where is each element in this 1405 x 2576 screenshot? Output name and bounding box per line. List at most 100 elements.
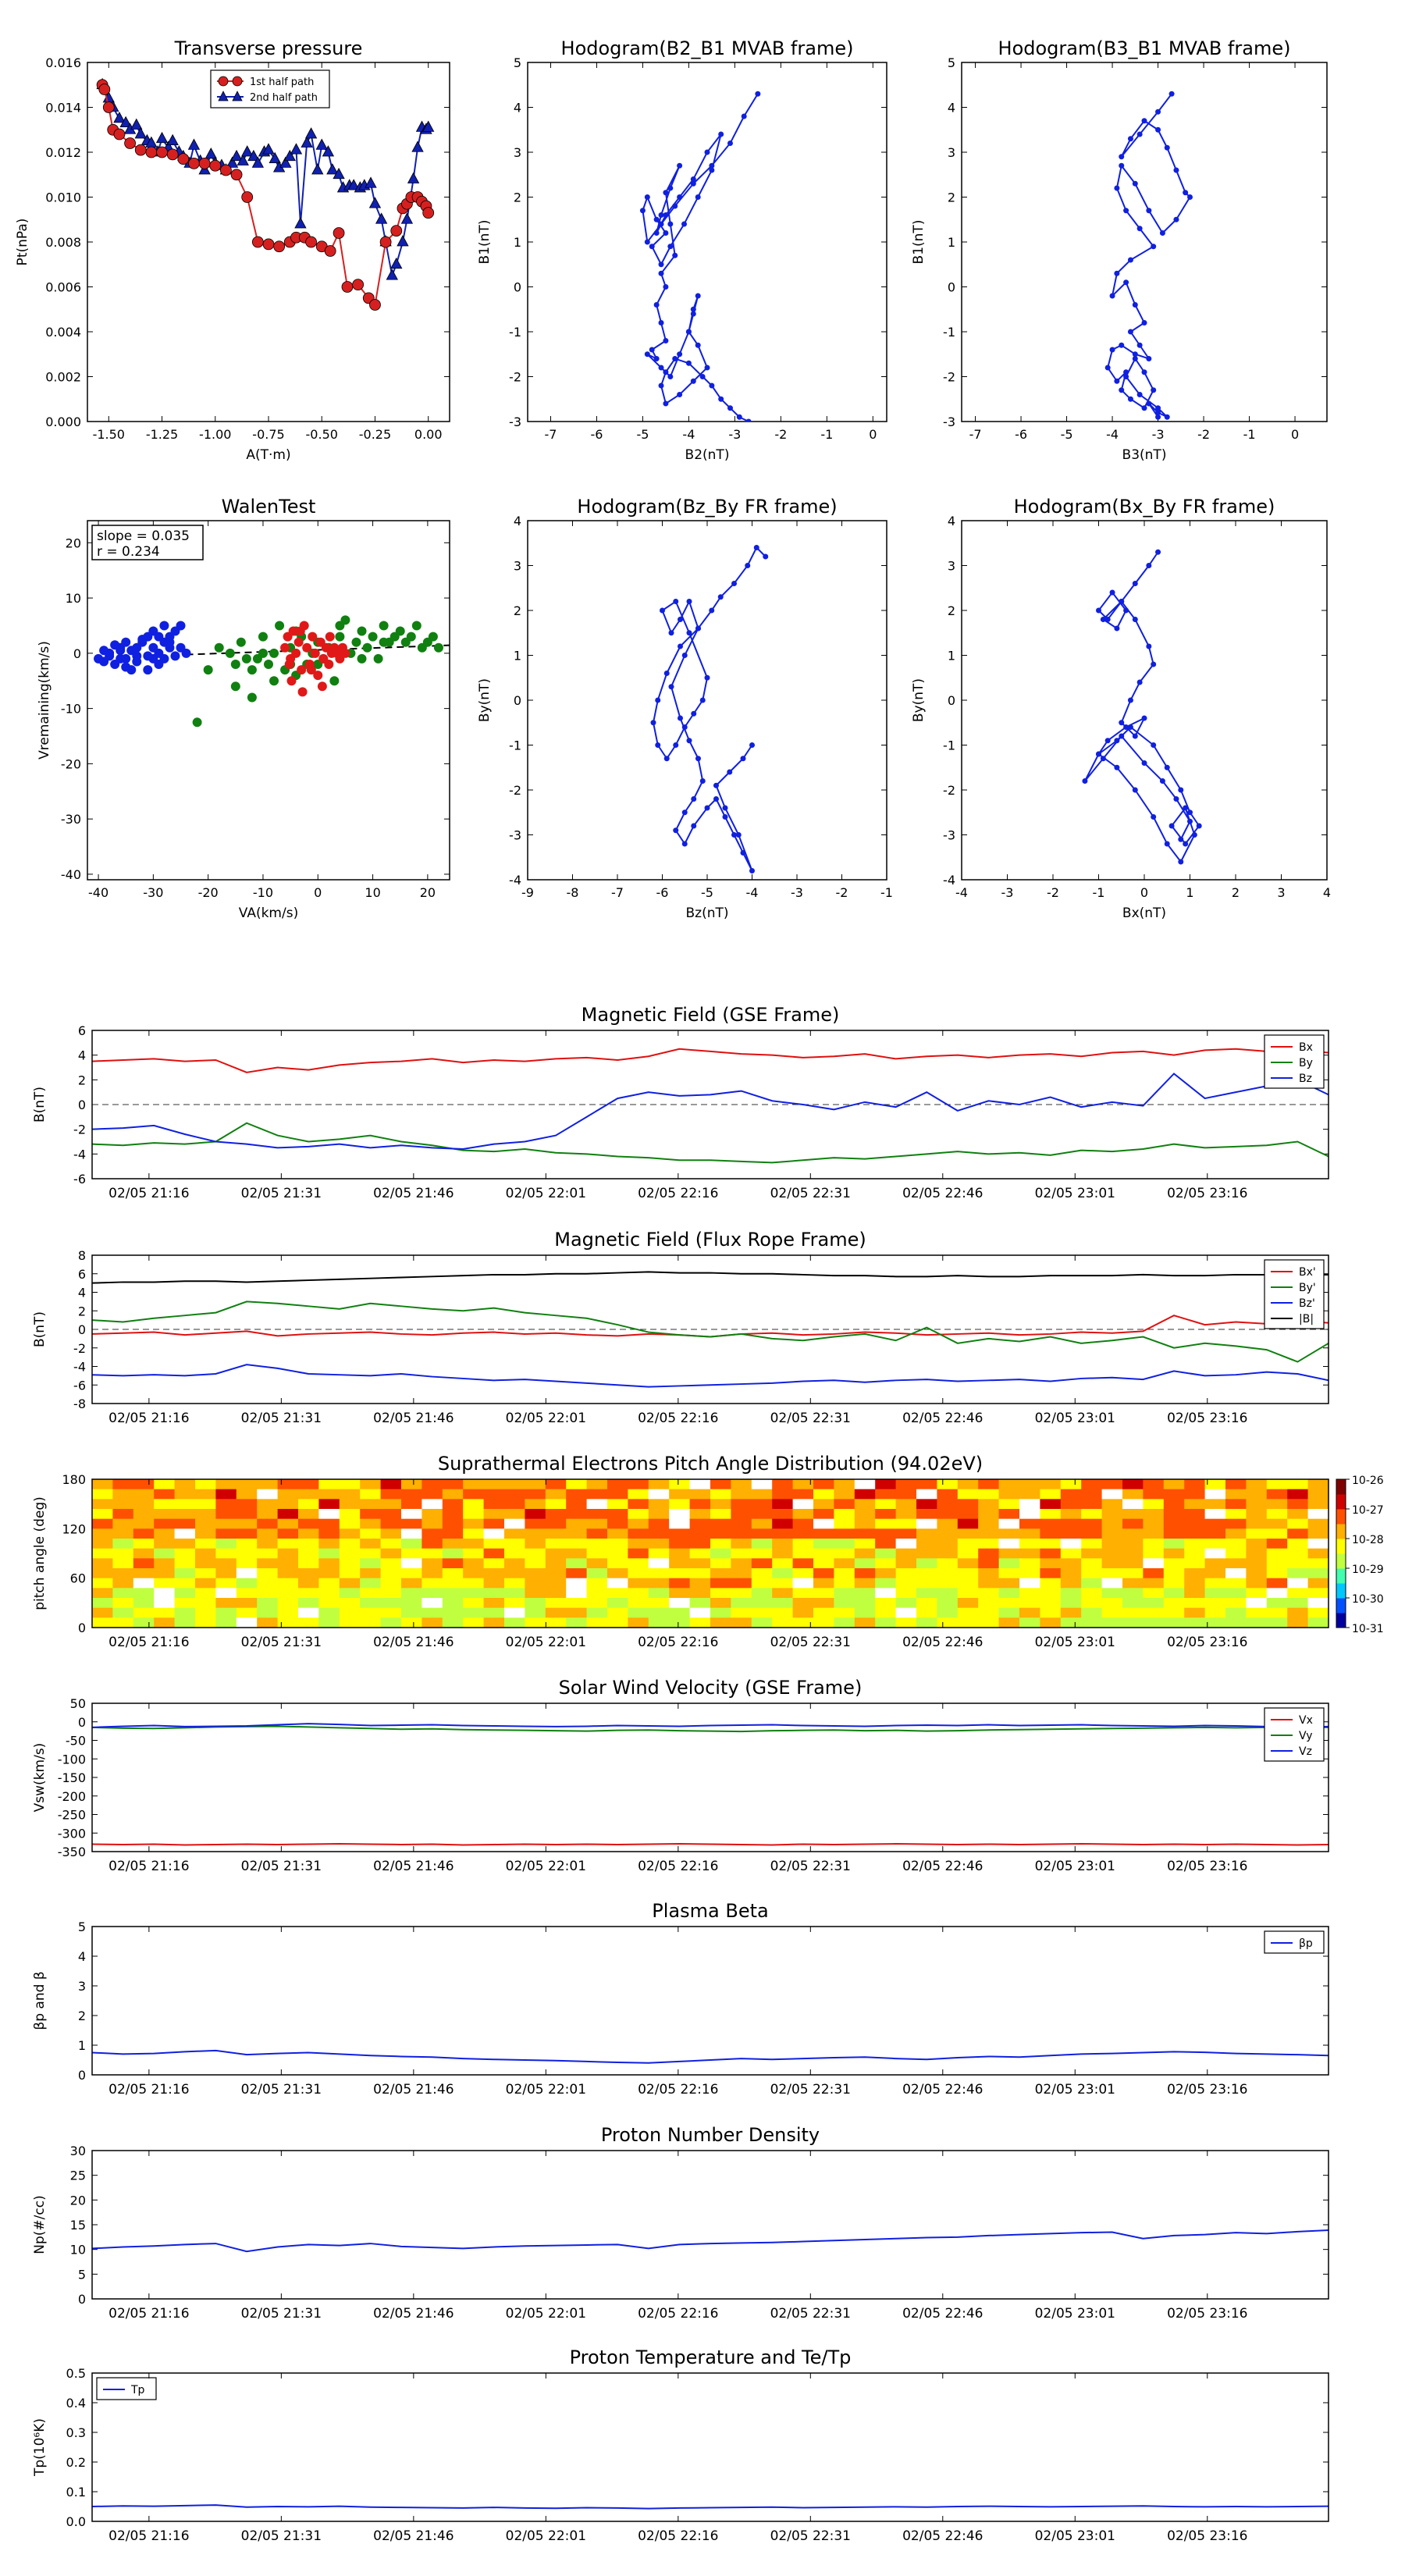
heatmap-cell — [277, 1558, 299, 1569]
heatmap-cell — [112, 1518, 134, 1529]
heatmap-cell — [710, 1518, 731, 1529]
heatmap-cell — [112, 1617, 134, 1628]
y-tick-label: 0.000 — [45, 415, 81, 429]
y-tick-label: -6 — [73, 1172, 86, 1187]
heatmap-cell — [277, 1489, 299, 1500]
heatmap-cell — [525, 1617, 546, 1628]
heatmap-cell — [1266, 1518, 1288, 1529]
heatmap-cell — [1060, 1568, 1082, 1579]
heatmap-cell — [1101, 1479, 1123, 1490]
heatmap-cell — [566, 1499, 588, 1510]
y-tick-label: 0 — [78, 1098, 86, 1112]
x-tick-label: 0 — [1291, 427, 1299, 442]
x-axis-label: B2(nT) — [685, 447, 730, 463]
heatmap-cell — [442, 1568, 464, 1579]
hodogram-point — [681, 809, 688, 816]
hodogram-point — [653, 302, 660, 308]
heatmap-cell-empty — [422, 1499, 443, 1510]
heatmap-cell — [504, 1548, 525, 1559]
circle-marker — [379, 236, 392, 248]
heatmap-cell — [195, 1518, 216, 1529]
x-tick-label: -30 — [143, 885, 163, 900]
heatmap-cell — [298, 1509, 319, 1520]
y-axis-label: B1(nT) — [911, 220, 927, 265]
hodogram-point — [731, 581, 737, 586]
time-tick-label: 02/05 23:16 — [1167, 1411, 1247, 1426]
heatmap-cell — [998, 1578, 1020, 1589]
circle-marker — [352, 279, 365, 291]
y-tick-label: 0.002 — [45, 370, 81, 385]
heatmap-cell — [174, 1558, 196, 1569]
heatmap-cell — [978, 1568, 1000, 1579]
heatmap-cell — [1143, 1607, 1165, 1618]
heatmap-cell — [586, 1598, 608, 1609]
heatmap-cell — [1040, 1518, 1062, 1529]
time-tick-label: 02/05 22:31 — [770, 2528, 851, 2544]
chart-title: Hodogram(B3_B1 MVAB frame) — [998, 37, 1291, 59]
series-line-1st-half — [101, 84, 429, 307]
heatmap-cell — [1225, 1528, 1247, 1539]
hodogram-point — [677, 392, 683, 397]
heatmap-cell — [92, 1509, 113, 1520]
hodogram-point — [677, 351, 683, 358]
heatmap-cell — [731, 1479, 752, 1490]
heatmap-cell — [1143, 1518, 1165, 1529]
heatmap-cell — [648, 1598, 670, 1609]
heatmap-cell — [978, 1607, 1000, 1618]
heatmap-cell — [586, 1558, 608, 1569]
heatmap-cell — [463, 1578, 485, 1589]
hodogram-point — [695, 625, 701, 632]
hodogram-point — [1141, 369, 1147, 375]
legend-label: 2nd half path — [250, 92, 318, 104]
heatmap-cell — [236, 1588, 258, 1599]
heatmap-cell — [1184, 1568, 1206, 1579]
heatmap-cell — [339, 1588, 361, 1599]
heatmap-cell — [339, 1598, 361, 1609]
heatmap-cell — [298, 1617, 319, 1628]
heatmap-cell-empty — [215, 1588, 237, 1599]
scatter-point-blue — [143, 665, 153, 675]
heatmap-cell — [607, 1548, 628, 1559]
plot-area — [96, 77, 435, 311]
timeseries-panel-12: Proton Temperature and Te/Tp0.00.10.20.3… — [32, 2347, 1329, 2544]
heatmap-cell — [545, 1548, 567, 1559]
hodogram-point — [1155, 109, 1161, 115]
heatmap-cell — [689, 1528, 711, 1539]
heatmap-cell — [813, 1489, 834, 1500]
scatter-point-green — [214, 642, 224, 653]
heatmap-cell — [504, 1617, 525, 1628]
heatmap-cell — [1122, 1539, 1144, 1550]
heatmap-cell-empty — [133, 1578, 155, 1589]
heatmap-cell — [854, 1499, 876, 1510]
heatmap-cell — [1143, 1578, 1165, 1589]
heatmap-cell — [916, 1499, 937, 1510]
heatmap-cell — [215, 1607, 237, 1618]
heatmap-cell — [360, 1499, 382, 1510]
heatmap-cell — [669, 1588, 691, 1599]
heatmap-cell — [154, 1479, 176, 1490]
x-tick-label: 2 — [1232, 885, 1240, 900]
heatmap-cell — [1081, 1499, 1103, 1510]
heatmap-cell — [1287, 1568, 1309, 1579]
heatmap-cell — [133, 1528, 155, 1539]
heatmap-cell — [854, 1539, 876, 1550]
heatmap-cell — [648, 1509, 670, 1520]
heatmap-cell — [731, 1548, 752, 1559]
heatmap-cell — [339, 1568, 361, 1579]
hodogram-point — [672, 203, 678, 209]
heatmap-cell — [277, 1528, 299, 1539]
heatmap-cell — [834, 1518, 855, 1529]
hodogram-point — [1164, 144, 1170, 151]
heatmap-cell — [1307, 1578, 1329, 1589]
heatmap-cell — [545, 1578, 567, 1589]
heatmap-cell-empty — [566, 1578, 588, 1589]
hodogram-point — [1123, 208, 1129, 214]
hodogram-point — [677, 162, 683, 169]
x-tick-label: -1 — [880, 885, 893, 900]
heatmap-cell — [1101, 1588, 1123, 1599]
hodogram-point — [722, 805, 728, 811]
heatmap-cell — [834, 1509, 855, 1520]
heatmap-cell — [648, 1578, 670, 1589]
hodogram-point — [1173, 167, 1179, 173]
heatmap-cell — [277, 1509, 299, 1520]
